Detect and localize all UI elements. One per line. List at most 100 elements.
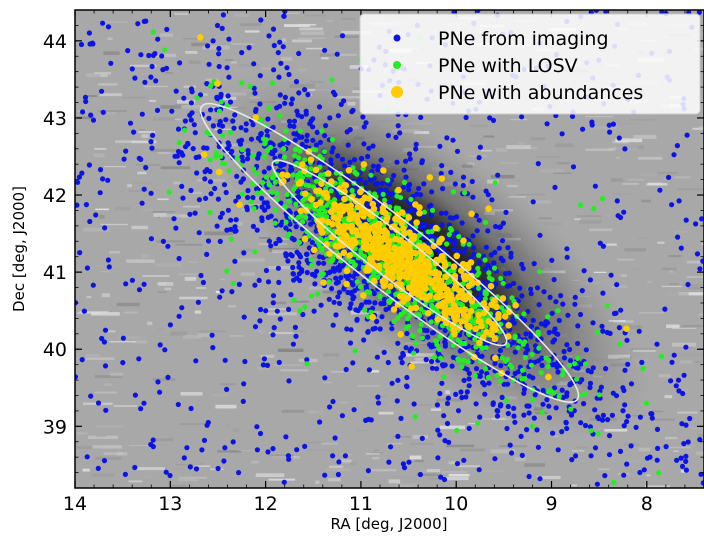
noise-streak <box>162 440 189 443</box>
data-point <box>683 422 689 428</box>
data-point <box>216 122 222 128</box>
data-point <box>393 226 401 234</box>
data-point <box>377 326 383 332</box>
data-point <box>466 376 472 382</box>
noise-streak <box>576 215 602 217</box>
data-point <box>193 466 200 472</box>
data-point <box>637 469 643 476</box>
noise-streak <box>202 45 230 50</box>
data-point <box>621 209 627 215</box>
data-point <box>230 118 236 124</box>
noise-streak <box>349 65 368 69</box>
noise-streak <box>157 291 167 293</box>
data-point <box>582 361 589 367</box>
data-point <box>224 227 230 233</box>
noise-streak <box>177 478 199 482</box>
data-point <box>434 402 440 408</box>
data-point <box>163 469 169 475</box>
noise-streak <box>88 435 118 439</box>
noise-streak <box>669 270 674 273</box>
noise-streak <box>648 182 663 186</box>
data-point <box>669 202 675 208</box>
data-point <box>188 187 194 194</box>
data-point <box>302 206 310 214</box>
data-point <box>520 341 526 347</box>
data-point <box>394 398 400 404</box>
data-point <box>136 155 142 161</box>
data-point <box>549 362 556 368</box>
data-point <box>304 269 310 276</box>
data-point <box>323 123 329 129</box>
data-point <box>617 214 624 221</box>
noise-streak <box>277 348 304 352</box>
noise-streak <box>639 312 664 314</box>
noise-streak <box>290 301 307 303</box>
data-point <box>578 202 584 208</box>
data-point <box>396 292 404 300</box>
data-point <box>344 326 350 332</box>
data-point <box>594 481 601 487</box>
noise-streak <box>238 64 261 67</box>
data-point <box>171 216 177 222</box>
data-point <box>555 447 561 453</box>
noise-streak <box>624 459 642 463</box>
noise-streak <box>389 410 402 413</box>
data-point <box>606 122 612 128</box>
noise-streak <box>661 285 682 288</box>
data-point <box>317 139 323 145</box>
data-point <box>369 241 377 248</box>
noise-streak <box>624 248 646 252</box>
data-point <box>545 363 551 370</box>
data-point <box>251 61 257 67</box>
noise-streak <box>231 43 255 45</box>
noise-streak <box>529 431 536 434</box>
data-point <box>429 207 436 213</box>
data-point <box>217 128 223 134</box>
data-point <box>274 197 280 203</box>
data-point <box>455 293 462 301</box>
data-point <box>313 178 319 184</box>
noise-streak <box>616 145 645 149</box>
data-point <box>280 44 286 50</box>
noise-streak <box>574 218 581 221</box>
noise-streak <box>673 450 679 452</box>
data-point <box>231 125 237 131</box>
data-point <box>232 112 238 118</box>
data-point <box>403 325 409 331</box>
data-point <box>196 197 202 203</box>
data-point <box>254 190 261 196</box>
data-point <box>436 346 442 352</box>
data-point <box>327 115 333 121</box>
noise-streak <box>92 445 123 449</box>
data-point <box>493 223 499 230</box>
data-point <box>429 365 436 371</box>
data-point <box>86 162 92 168</box>
noise-streak <box>341 18 355 20</box>
data-point <box>328 157 334 163</box>
data-point <box>598 384 605 390</box>
data-point <box>683 467 690 473</box>
data-point <box>592 407 598 413</box>
data-point <box>462 190 468 196</box>
data-point <box>250 166 257 172</box>
data-point <box>277 113 283 119</box>
data-point <box>331 268 337 274</box>
noise-streak <box>530 200 552 204</box>
data-point <box>591 205 597 212</box>
data-point <box>407 260 415 268</box>
data-point <box>328 178 335 185</box>
data-point <box>569 113 576 119</box>
data-point <box>187 211 193 217</box>
data-point <box>148 441 154 448</box>
data-point <box>204 129 210 135</box>
data-point <box>434 274 442 282</box>
data-point <box>564 390 570 396</box>
data-point <box>258 130 264 137</box>
data-point <box>453 391 459 397</box>
data-point <box>451 330 458 338</box>
data-point <box>228 129 234 136</box>
noise-streak <box>137 171 147 175</box>
data-point <box>322 47 328 53</box>
noise-streak <box>495 148 507 152</box>
noise-streak <box>281 38 287 42</box>
